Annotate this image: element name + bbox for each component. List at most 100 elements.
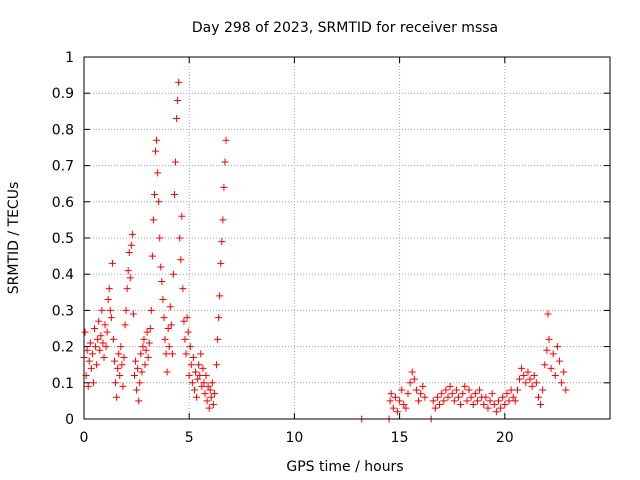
data-point <box>153 136 161 144</box>
data-point <box>185 372 193 380</box>
data-point <box>177 256 185 264</box>
data-point <box>410 375 418 383</box>
data-point <box>221 158 229 166</box>
data-point <box>537 401 545 409</box>
data-point <box>218 238 226 246</box>
data-point <box>204 382 212 390</box>
data-point <box>197 350 205 358</box>
data-point <box>412 386 420 394</box>
data-point <box>164 325 172 332</box>
data-point <box>129 310 137 318</box>
data-point <box>209 401 217 409</box>
data-point <box>192 368 200 376</box>
data-point <box>117 343 125 351</box>
data-point <box>176 234 184 242</box>
data-point <box>396 397 404 405</box>
data-point <box>421 393 429 401</box>
data-point <box>101 321 109 329</box>
data-point <box>467 393 475 401</box>
data-point <box>140 335 148 343</box>
data-point <box>132 357 140 365</box>
data-point <box>157 263 165 271</box>
data-point <box>522 379 530 387</box>
data-point <box>406 379 414 387</box>
data-point <box>438 390 446 398</box>
data-point <box>174 96 182 104</box>
data-point <box>534 393 542 401</box>
data-point <box>103 328 111 336</box>
data-point <box>91 325 99 332</box>
data-point <box>138 368 146 376</box>
data-point <box>518 364 526 372</box>
data-point <box>173 115 181 123</box>
data-point <box>444 393 452 401</box>
data-point <box>201 390 209 398</box>
data-point <box>393 408 401 416</box>
data-point <box>122 306 130 314</box>
data-point <box>159 296 167 304</box>
data-point <box>119 382 127 390</box>
data-point <box>433 393 441 401</box>
data-point <box>465 386 473 394</box>
data-point <box>541 361 549 369</box>
data-point <box>120 353 128 361</box>
data-point <box>446 382 454 390</box>
data-point <box>114 364 122 372</box>
data-point <box>391 393 399 401</box>
data-point <box>505 397 513 405</box>
data-point <box>123 285 131 293</box>
data-point <box>160 314 168 322</box>
data-point <box>172 158 180 166</box>
data-point <box>463 397 471 405</box>
data-point <box>199 364 207 372</box>
data-point <box>476 386 484 394</box>
data-point <box>203 397 211 405</box>
data-point <box>116 372 124 380</box>
data-point <box>461 382 469 390</box>
data-point <box>182 350 190 358</box>
data-point <box>124 267 132 275</box>
data-point <box>507 386 515 394</box>
data-point <box>166 303 174 311</box>
data-point <box>156 234 164 242</box>
data-point <box>107 314 115 322</box>
data-point <box>450 397 458 405</box>
y-tick-label: 0.5 <box>52 231 74 247</box>
data-point <box>530 372 538 380</box>
data-point <box>539 386 547 394</box>
data-point <box>155 198 163 206</box>
data-point <box>113 393 121 401</box>
data-point <box>219 216 227 224</box>
data-point <box>187 361 195 369</box>
data-point <box>216 292 224 300</box>
data-point <box>109 335 117 343</box>
data-point <box>509 393 517 401</box>
data-point <box>175 78 183 86</box>
data-point <box>104 296 112 304</box>
data-point <box>127 241 135 249</box>
data-point <box>480 401 488 409</box>
data-point <box>130 372 138 380</box>
data-point <box>165 343 173 351</box>
data-point <box>459 390 467 398</box>
data-point <box>150 191 158 199</box>
data-point <box>415 397 423 405</box>
data-point <box>143 328 151 336</box>
ticks: 00.10.20.30.40.50.60.70.80.910 5 10 15 20 <box>52 50 610 446</box>
data-point <box>532 379 540 387</box>
data-point <box>431 404 439 412</box>
y-tick-label: 0.9 <box>52 86 74 102</box>
data-point <box>214 335 222 343</box>
data-point <box>148 252 156 260</box>
x-tick-label: 0 <box>80 430 89 446</box>
data-point <box>88 350 96 358</box>
data-point <box>194 375 202 383</box>
data-point <box>87 364 95 372</box>
data-point <box>499 393 507 401</box>
data-point <box>526 375 534 383</box>
data-point <box>389 404 397 412</box>
data-point <box>183 314 191 322</box>
data-point <box>198 382 206 390</box>
data-point <box>513 386 521 394</box>
data-point <box>99 339 107 347</box>
